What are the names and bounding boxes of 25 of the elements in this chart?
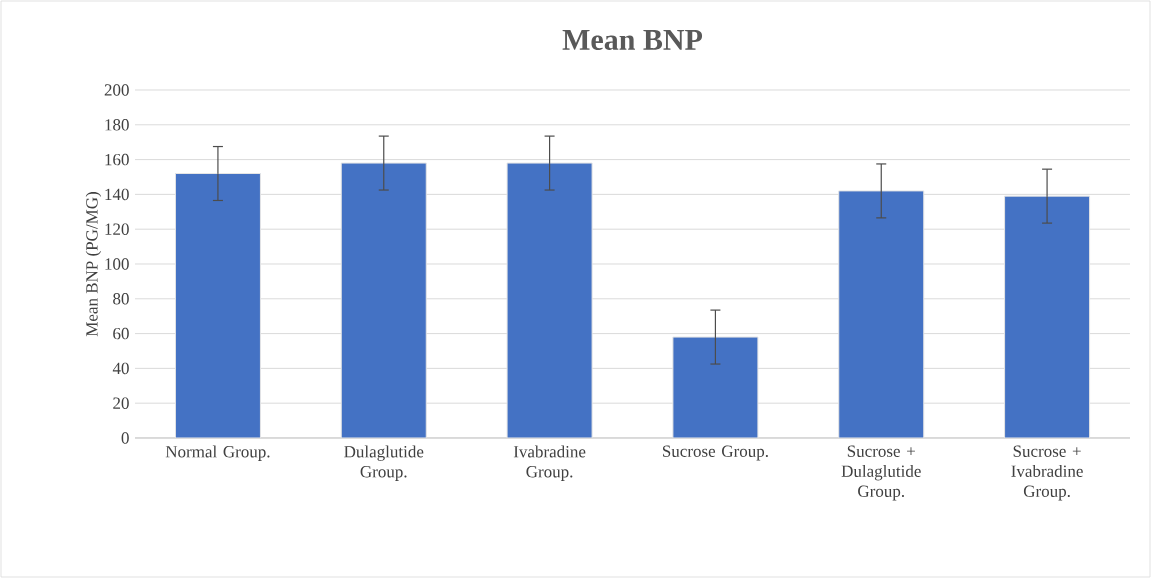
- y-tick-label: 100: [105, 258, 129, 270]
- y-tick-label: 20: [113, 397, 129, 409]
- y-axis-title: Mean BNP (PG/MG): [85, 192, 102, 337]
- y-tick-label: 60: [113, 327, 129, 340]
- y-tick-label: 180: [105, 119, 129, 131]
- bar: [672, 336, 759, 438]
- y-tick-label: 80: [113, 293, 129, 305]
- y-tick-label: 40: [112, 362, 129, 375]
- y-tick-label: 140: [105, 188, 129, 201]
- chart-title: Mean BNP: [562, 30, 703, 50]
- bar: [174, 173, 261, 438]
- x-tick-label: Normal Group.: [165, 445, 270, 461]
- bar: [1004, 195, 1091, 438]
- x-tick-label: Sucrose Group.: [662, 445, 768, 461]
- x-tick-label: Ivabradine Group.: [513, 445, 586, 481]
- x-tick-label: Dulaglutide Group.: [344, 445, 424, 481]
- y-tick-label: 160: [105, 153, 129, 166]
- x-tick-label: Sucrose + Dulaglutide Group.: [841, 445, 921, 501]
- x-tick-label: Sucrose + Ivabradine Group.: [1011, 445, 1083, 501]
- y-tick-label: 200: [104, 84, 129, 96]
- bar: [506, 162, 593, 438]
- bar: [838, 190, 925, 438]
- y-tick-label: 120: [105, 223, 129, 235]
- y-tick-label: 0: [121, 432, 129, 444]
- bar: [340, 162, 427, 438]
